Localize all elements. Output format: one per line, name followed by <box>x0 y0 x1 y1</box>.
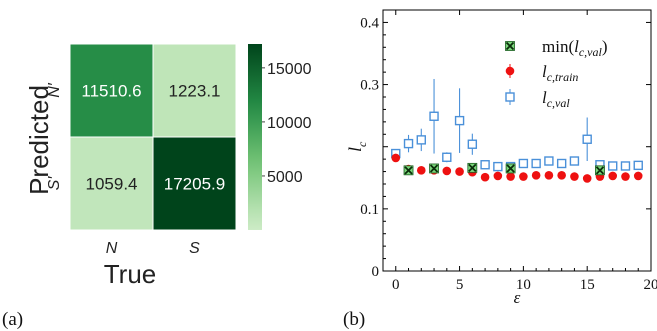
val-point <box>467 139 478 149</box>
x-tick-label: 15 <box>580 277 595 293</box>
y-axis-label-sub: c <box>355 141 369 147</box>
y-axis-label: lc <box>345 141 369 152</box>
min-val-point <box>595 165 605 176</box>
legend-text: l <box>542 62 547 81</box>
val-point <box>429 111 439 121</box>
legend-text: ) <box>602 37 608 56</box>
min-val-point <box>505 163 516 174</box>
train-point <box>493 171 503 181</box>
train-point <box>480 172 490 182</box>
train-point <box>442 166 452 176</box>
train-point <box>391 153 401 163</box>
train-point <box>557 171 566 180</box>
val-point <box>608 161 618 171</box>
val-point <box>416 135 426 145</box>
min-val-cross <box>404 166 413 175</box>
legend-text: l <box>542 88 547 107</box>
val-point <box>442 152 452 162</box>
x-tick-label: 20 <box>644 277 657 293</box>
confusion-matrix-panel: 11510.6 1223.1 1059.4 17205.9 N S N′ S′ 5000 100… <box>2 43 312 330</box>
min-val-point <box>467 162 478 173</box>
colorbar-tick-label: 5000 <box>267 169 303 186</box>
legend-marker-val <box>505 92 515 102</box>
cell-value-label: 11510.6 <box>81 82 141 101</box>
val-point <box>531 158 541 169</box>
heatmap-cell <box>152 43 237 138</box>
min-val-point <box>429 163 439 174</box>
y-axis-label-main: l <box>345 147 365 152</box>
y-tick-label: 0.1 <box>360 202 379 218</box>
legend-label: lc,train <box>542 62 578 84</box>
val-point <box>544 156 554 166</box>
heatmap-cell <box>69 136 154 231</box>
legend-text: min( <box>542 37 574 56</box>
legend-label: lc,val <box>542 88 570 110</box>
x-tick-label: 0 <box>392 277 400 293</box>
legend-marker-min-cross <box>505 41 515 51</box>
train-point <box>570 172 579 181</box>
legend-text: l <box>574 37 579 56</box>
legend-text: c,train <box>547 70 579 84</box>
heatmap-cell <box>69 43 154 138</box>
legend-label: min(lc,val) <box>542 37 608 59</box>
x-tick-label: 5 <box>456 277 464 293</box>
heatmap-y-label: Predicted <box>24 85 54 195</box>
train-point <box>608 171 618 181</box>
val-point <box>569 156 580 166</box>
train-point <box>416 166 426 175</box>
min-val-cross <box>506 164 515 173</box>
cell-value-label: 1223.1 <box>169 82 221 101</box>
val-point <box>480 160 490 170</box>
train-point <box>455 167 464 176</box>
x-category-label: S <box>189 240 200 257</box>
min-val-cross <box>468 163 477 172</box>
heatmap-x-label: True <box>104 259 157 289</box>
panel-a-label: (a) <box>2 309 23 330</box>
train-point <box>519 172 528 181</box>
colorbar-gradient <box>248 44 262 230</box>
x-category-label: N <box>106 240 118 257</box>
y-tick-label: 0.4 <box>360 15 379 31</box>
legend-marker-train <box>505 66 515 76</box>
legend-text: c,val <box>547 96 571 110</box>
train-point <box>506 172 515 181</box>
train-point <box>633 171 643 181</box>
train-point <box>582 174 592 183</box>
train-point <box>531 171 541 180</box>
y-tick-label: 0.3 <box>360 78 379 94</box>
val-point <box>454 115 465 126</box>
y-tick-label: 0 <box>372 264 380 280</box>
train-point <box>621 172 630 181</box>
val-point <box>518 158 529 169</box>
colorbar-tick-label: 10000 <box>267 115 312 132</box>
val-point <box>556 158 567 169</box>
colorbar-tick-label: 15000 <box>267 61 312 78</box>
cell-value-label: 1059.4 <box>86 175 138 194</box>
val-point <box>582 134 592 144</box>
x-tick-label: 10 <box>516 277 531 293</box>
val-point <box>633 160 643 171</box>
min-val-cross <box>595 166 605 175</box>
min-val-point <box>403 165 414 176</box>
scatter-panel: 0 5 10 15 2000.10.30.4εlcmin(lc,val)lc,train… <box>343 9 657 330</box>
plot-frame <box>382 9 652 272</box>
train-point <box>544 171 554 180</box>
y-category-label: S′ <box>46 176 63 191</box>
x-axis-label: ε <box>514 288 521 307</box>
val-point <box>620 161 631 171</box>
min-val-cross <box>429 164 439 173</box>
legend-text: c,val <box>579 45 603 59</box>
panel-b-label: (b) <box>343 309 365 330</box>
cell-value-label: 17205.9 <box>164 175 225 194</box>
val-point <box>493 161 503 172</box>
heatmap-cell <box>152 136 237 231</box>
y-category-label: N′ <box>46 82 63 98</box>
val-point <box>403 138 414 149</box>
